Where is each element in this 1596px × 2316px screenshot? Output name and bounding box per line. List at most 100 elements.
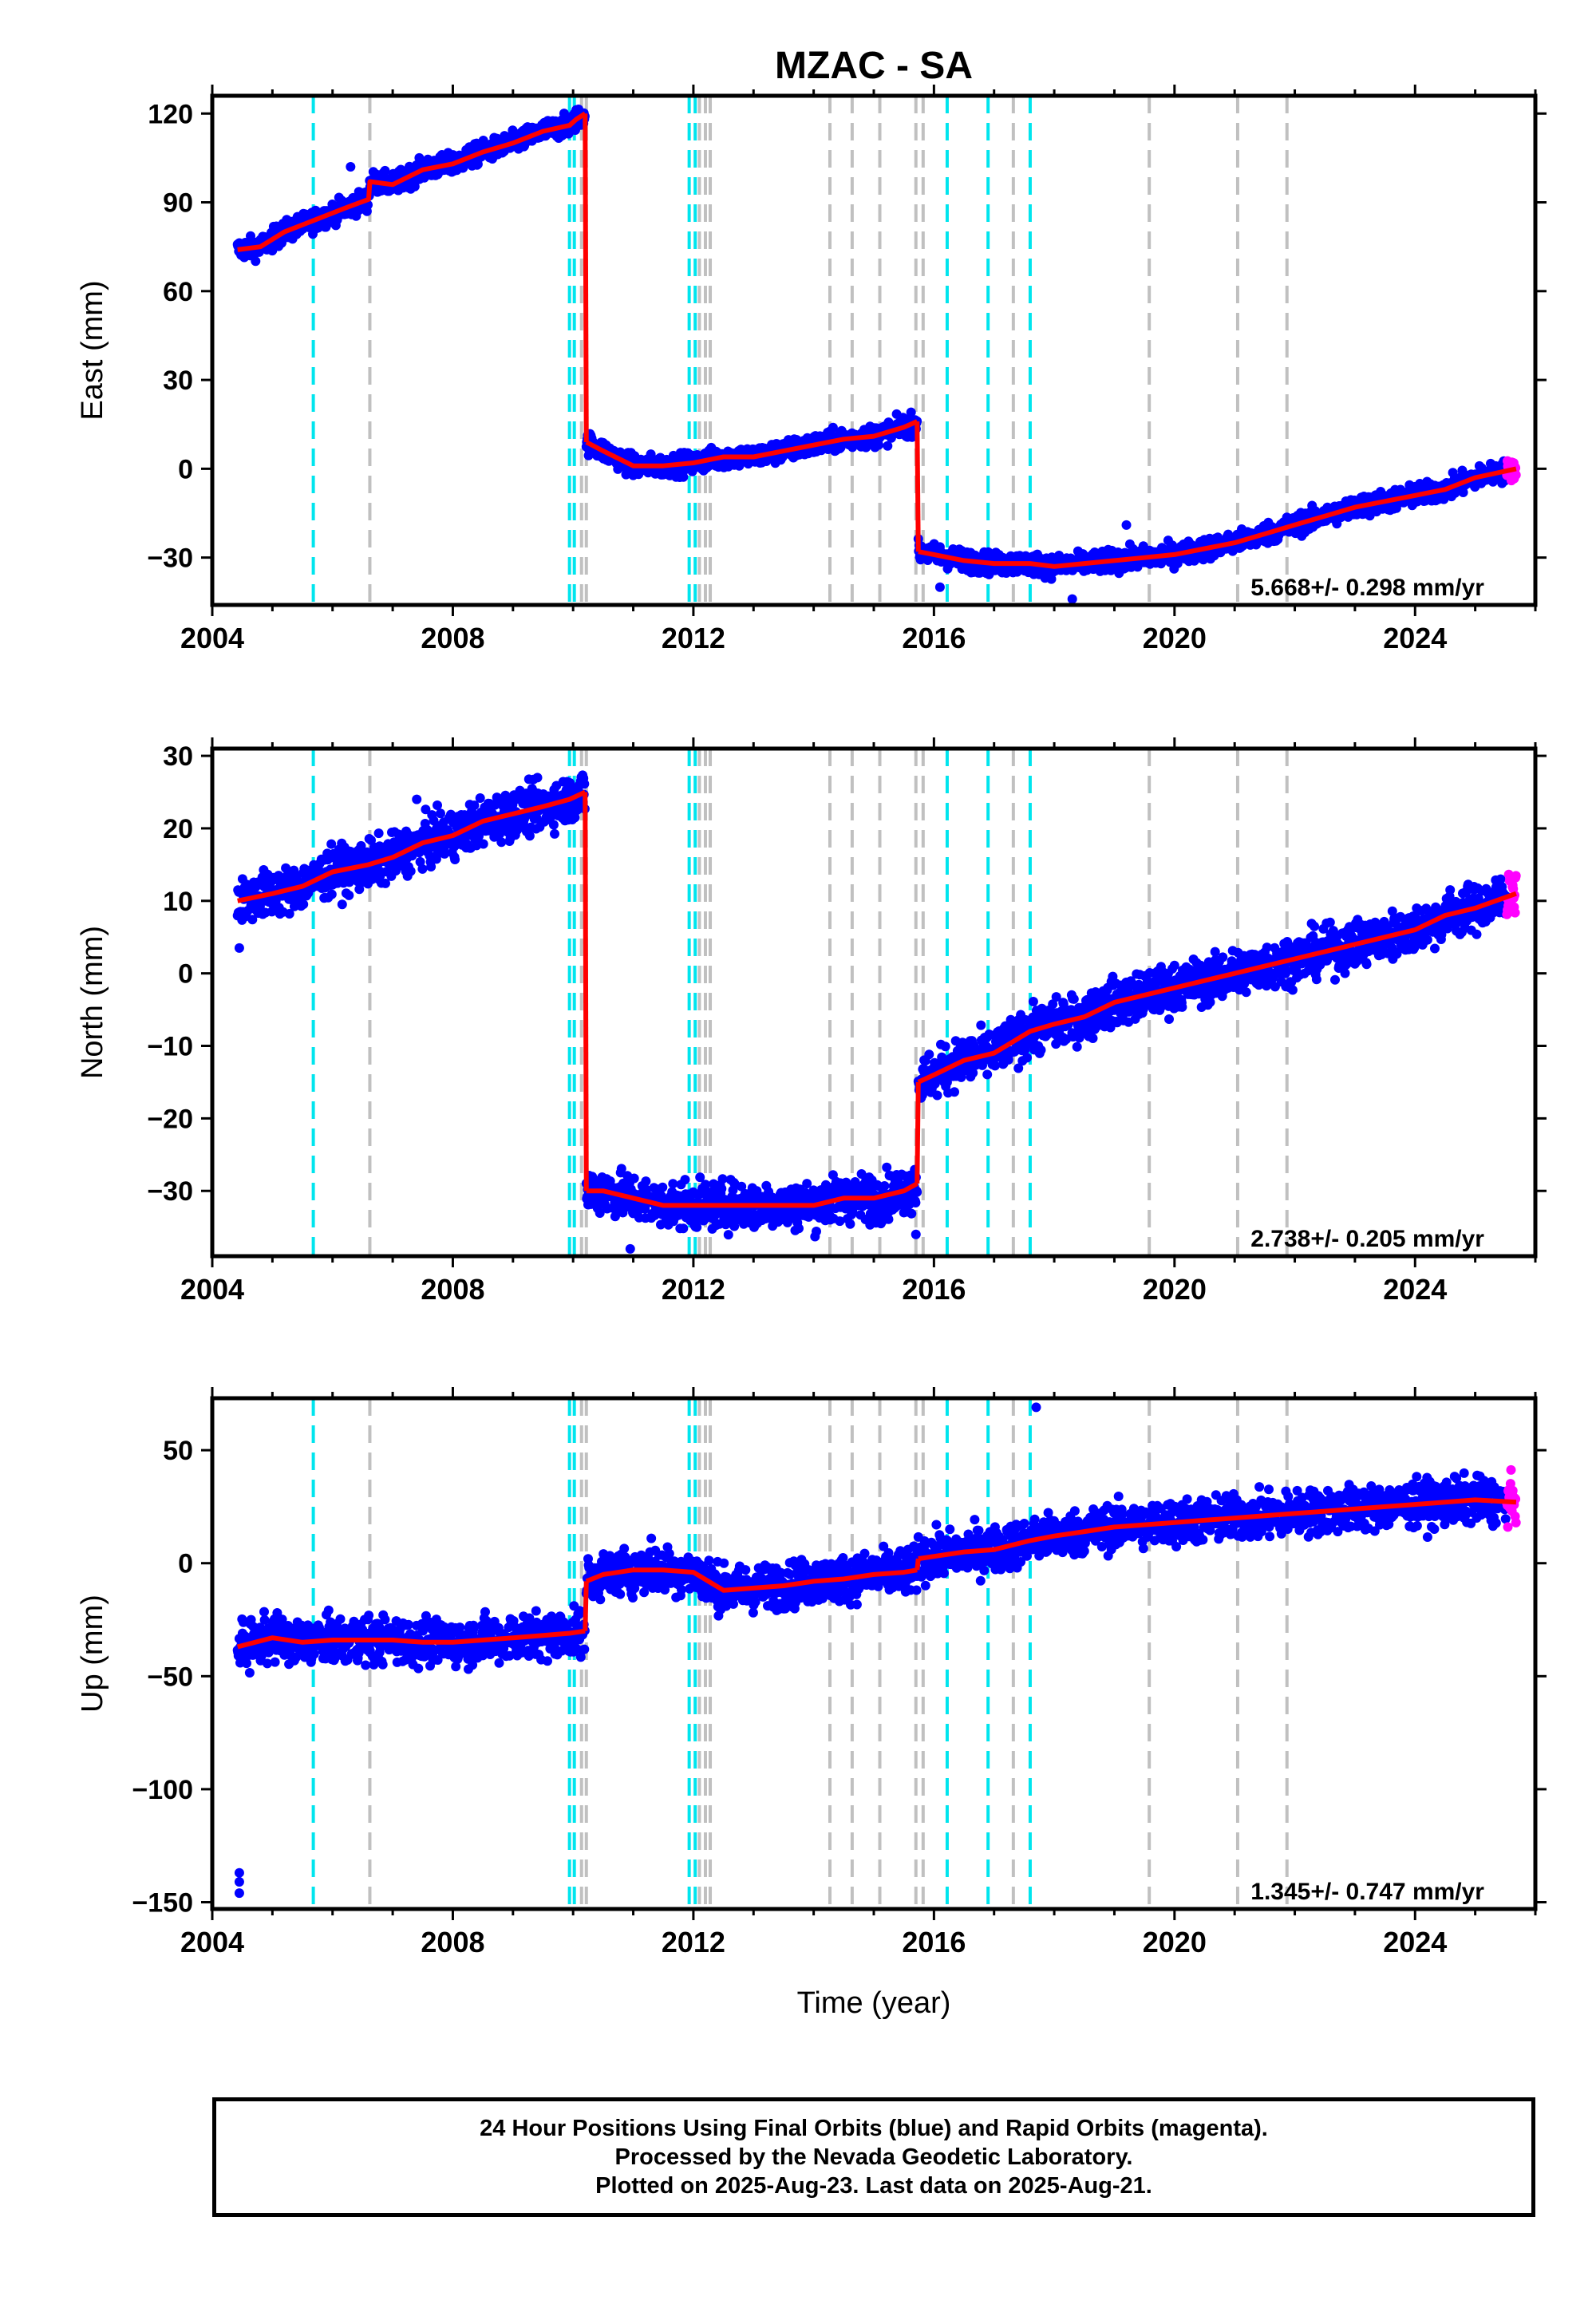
final-orbit-point [417,864,428,874]
data-points [232,105,1521,604]
final-orbit-point [641,1176,651,1187]
final-orbit-point [426,862,437,871]
final-orbit-point [968,1068,978,1078]
final-orbit-point [1051,992,1061,1002]
final-orbit-point [469,800,480,811]
final-orbit-point [284,909,294,919]
final-orbit-point [802,1179,812,1189]
final-orbit-point [835,1216,845,1227]
model-offset-step [583,113,589,442]
rapid-orbit-point [1511,470,1521,480]
final-orbit-point [695,1172,705,1183]
final-orbit-point [1022,1053,1032,1063]
final-orbit-point [421,804,431,815]
final-orbit-point [794,1223,804,1234]
final-orbit-point [380,165,390,176]
x-tick-label: 2008 [421,622,484,654]
final-orbit-point [532,773,543,783]
final-orbit-point [934,582,945,592]
final-orbit-point [668,1179,678,1189]
final-orbit-point [548,820,559,830]
final-orbit-point [737,1181,747,1192]
final-orbit-point [475,793,485,803]
final-orbit-point [883,441,893,451]
final-orbit-point [1036,1045,1046,1055]
final-orbit-point [680,1175,690,1185]
final-orbit-point [932,1090,942,1101]
final-orbit-point [1121,520,1132,530]
final-orbit-point [717,1184,727,1194]
final-orbit-point [298,899,309,910]
final-orbit-point [532,813,542,824]
final-orbit-point [344,890,354,900]
final-orbit-point [405,866,416,876]
final-orbit-point [373,828,384,839]
final-orbit-point [692,1222,702,1232]
final-orbit-point [326,889,337,899]
plot-area [232,749,1521,1256]
final-orbit-point [409,181,420,192]
y-tick-label: 120 [148,99,193,129]
final-orbit-point [356,840,366,851]
final-orbit-point [906,407,916,417]
final-orbit-point [496,837,507,848]
final-orbit-point [1048,999,1058,1010]
final-orbit-point [579,779,590,789]
final-orbit-point [912,1187,922,1197]
final-orbit-point [907,1208,917,1219]
final-orbit-point [415,856,425,867]
final-orbit-point [658,1182,668,1192]
final-orbit-point [976,1020,986,1030]
final-orbit-point [354,884,365,895]
final-orbit-point [723,1230,733,1240]
final-orbit-point [882,1162,892,1172]
final-orbit-point [381,878,390,888]
final-orbit-point [524,831,535,841]
final-orbit-point [472,159,483,169]
x-tick-label: 2004 [180,622,244,654]
final-orbit-point [1013,1063,1024,1073]
final-orbit-point [940,1041,950,1052]
final-orbit-point [550,828,559,839]
y-axis-label: East (mm) [76,280,109,420]
model-fit-line [918,466,1517,569]
final-orbit-point [1069,994,1079,1004]
velocity-label: 5.668+/- 0.298 mm/yr [1250,575,1484,601]
final-orbit-point [828,422,838,433]
final-orbit-point [812,1227,821,1236]
y-tick-label: 0 [178,454,193,484]
final-orbit-point [247,915,258,925]
final-orbit-point [450,855,460,864]
final-orbit-point [982,1069,993,1080]
final-orbit-point [440,848,450,859]
final-orbit-point [251,256,261,267]
final-orbit-point [1088,1034,1098,1043]
final-orbit-point [845,1219,855,1229]
model-fit-line [237,111,587,252]
y-tick-label: 30 [163,366,193,396]
final-orbit-point [1028,997,1038,1006]
final-orbit-point [616,1164,626,1174]
final-orbit-point [879,1181,890,1191]
final-orbit-point [990,1061,1000,1071]
final-orbit-point [911,1198,921,1207]
final-orbit-point [1458,488,1468,497]
final-orbit-point [978,1060,987,1070]
y-tick-label: 90 [163,188,193,219]
x-tick-label: 2024 [1383,622,1447,654]
final-orbit-point [678,1223,689,1234]
x-tick-label: 2012 [662,622,725,654]
x-tick-label: 2016 [902,622,966,654]
final-orbit-point [950,1087,959,1097]
plot-area [232,96,1521,605]
y-tick-label: −30 [147,543,193,574]
x-tick-label: 2020 [1143,622,1207,654]
chart-title: MZAC - SA [775,45,973,87]
final-orbit-point [1003,1054,1013,1065]
final-orbit-point [478,839,488,849]
final-orbit-point [924,1049,934,1060]
y-tick-label: 60 [163,277,193,307]
east-panel: −30 0 30 60 90 120 2004 2008 2012 2016 2020 2024 Eas… [76,85,1547,654]
